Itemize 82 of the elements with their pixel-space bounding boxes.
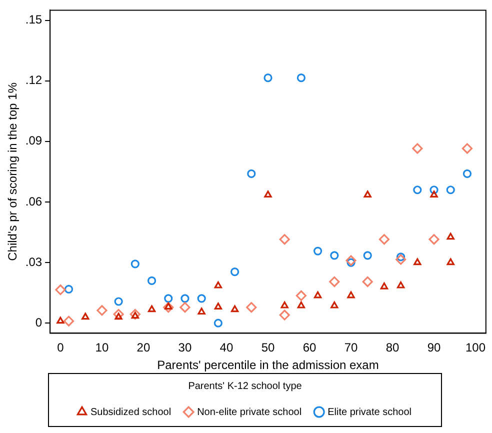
point bbox=[180, 294, 190, 303]
point bbox=[82, 312, 90, 320]
point bbox=[462, 169, 472, 178]
x-tick-label: 100 bbox=[466, 340, 486, 355]
point bbox=[280, 301, 288, 308]
point bbox=[130, 260, 140, 268]
x-tick-label: 80 bbox=[386, 340, 400, 355]
x-axis-title: Parents' percentile in the admission exam bbox=[157, 358, 379, 372]
point bbox=[56, 316, 64, 324]
point bbox=[214, 281, 222, 288]
y-axis-title: Child's pr of scoring in the top 1% bbox=[6, 82, 20, 261]
point bbox=[96, 305, 108, 316]
y-tick-label: .12 bbox=[25, 73, 42, 88]
point bbox=[378, 234, 390, 245]
point bbox=[55, 284, 66, 296]
point bbox=[230, 268, 240, 276]
point bbox=[462, 143, 473, 154]
point bbox=[64, 284, 74, 294]
x-tick-label: 60 bbox=[302, 340, 316, 355]
point bbox=[296, 290, 306, 301]
point bbox=[430, 186, 438, 194]
point bbox=[63, 316, 74, 326]
point bbox=[314, 291, 322, 298]
point bbox=[330, 301, 338, 308]
point bbox=[362, 276, 373, 288]
y-tick-label: .09 bbox=[25, 134, 42, 148]
point bbox=[430, 190, 438, 198]
point bbox=[148, 305, 156, 312]
point bbox=[180, 302, 190, 313]
point bbox=[314, 246, 322, 256]
point bbox=[297, 301, 306, 308]
y-tick-label: 0 bbox=[35, 315, 42, 330]
legend-title: Parents' K-12 school type bbox=[188, 380, 302, 392]
point bbox=[363, 251, 372, 260]
point bbox=[446, 232, 454, 240]
x-tick-label: 10 bbox=[95, 340, 109, 355]
point bbox=[296, 74, 306, 82]
x-tick-label: 50 bbox=[261, 340, 275, 355]
x-tick-label: 70 bbox=[344, 340, 358, 355]
point bbox=[412, 143, 423, 154]
point bbox=[446, 186, 455, 194]
point bbox=[380, 282, 388, 290]
point bbox=[247, 169, 256, 178]
point bbox=[264, 190, 272, 198]
y-tick-label: .03 bbox=[25, 254, 42, 269]
point bbox=[279, 310, 290, 320]
legend-label: Subsidized school bbox=[90, 406, 172, 418]
point bbox=[147, 276, 156, 286]
point bbox=[230, 305, 239, 312]
point bbox=[364, 190, 372, 198]
point bbox=[396, 252, 406, 262]
point bbox=[428, 234, 440, 245]
point bbox=[114, 297, 123, 306]
point bbox=[246, 302, 257, 313]
point bbox=[446, 258, 454, 266]
point bbox=[164, 294, 173, 303]
x-tick-label: 20 bbox=[136, 340, 150, 355]
point bbox=[396, 281, 405, 288]
point bbox=[346, 255, 356, 266]
point bbox=[264, 74, 272, 82]
point bbox=[279, 234, 290, 245]
point bbox=[198, 308, 206, 315]
x-tick-label: 90 bbox=[427, 340, 442, 355]
point bbox=[214, 318, 222, 328]
point bbox=[414, 258, 422, 266]
point bbox=[163, 302, 174, 313]
y-tick-label: .15 bbox=[25, 12, 42, 27]
y-tick-label: .06 bbox=[25, 194, 42, 208]
x-tick-label: 30 bbox=[178, 340, 192, 355]
legend-label: Non-elite private school bbox=[197, 406, 302, 418]
point bbox=[413, 186, 422, 194]
point bbox=[113, 308, 124, 320]
legend-label: Elite private school bbox=[328, 406, 412, 418]
point bbox=[347, 291, 355, 298]
point bbox=[329, 276, 340, 288]
point bbox=[396, 254, 406, 265]
point bbox=[346, 258, 356, 267]
point bbox=[214, 302, 222, 310]
point bbox=[197, 294, 206, 303]
point bbox=[330, 251, 339, 260]
x-tick-label: 0 bbox=[57, 340, 64, 355]
x-tick-label: 40 bbox=[220, 340, 234, 355]
